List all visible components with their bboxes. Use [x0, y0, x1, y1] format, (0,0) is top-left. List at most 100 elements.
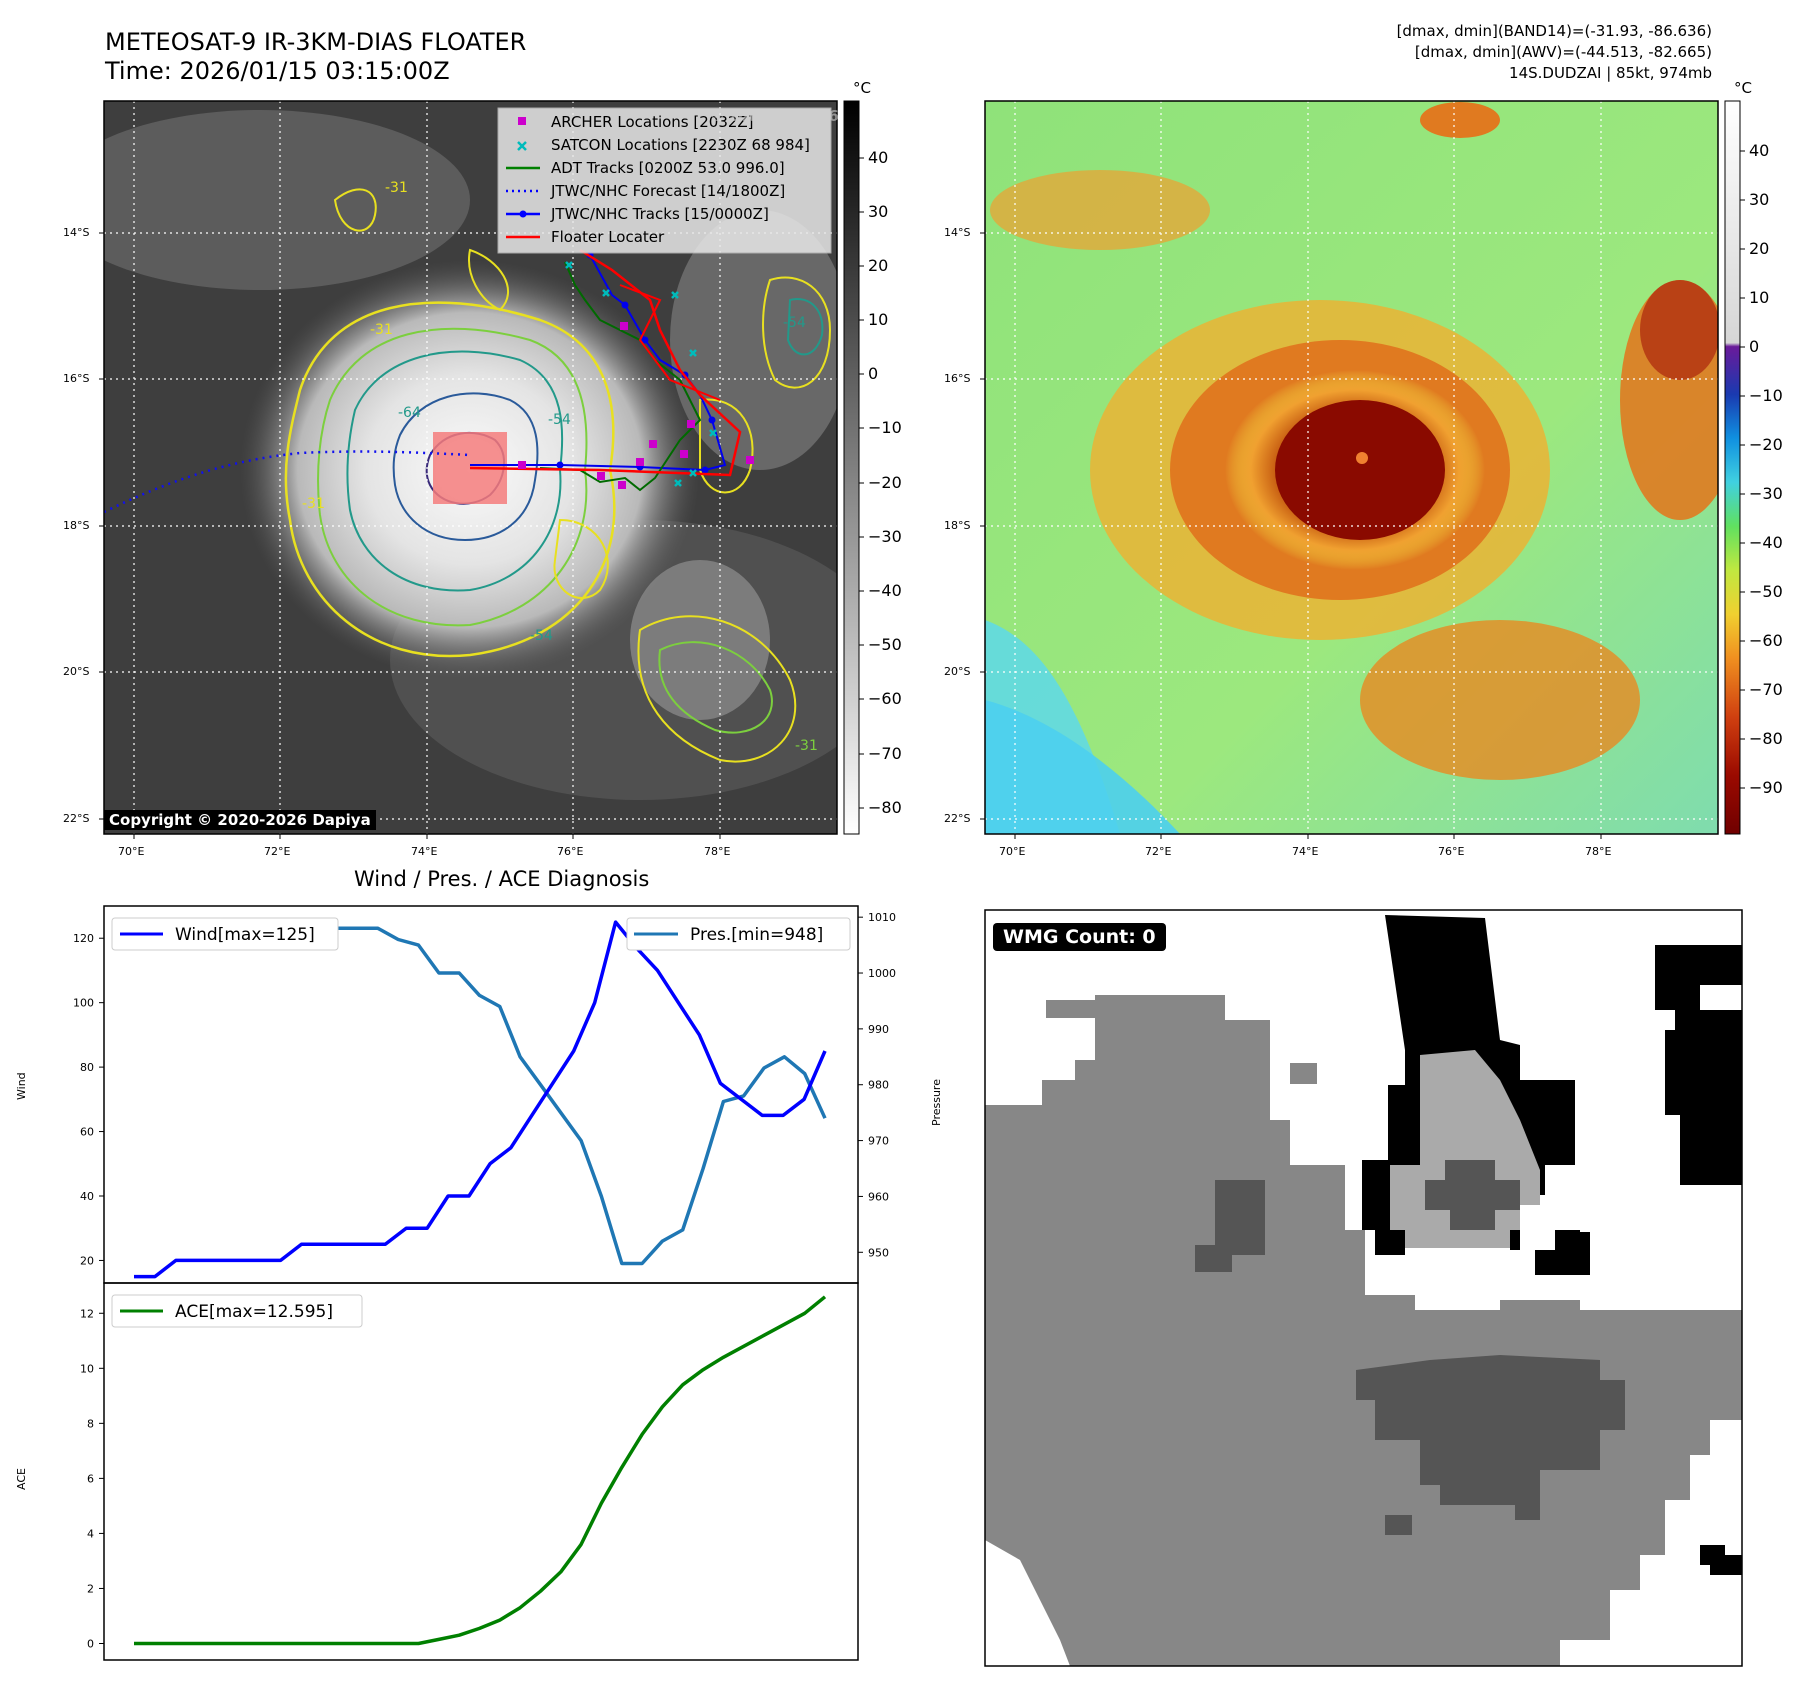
- wind-series-line: [134, 920, 827, 1279]
- awv-cbar-tick: −30: [1749, 484, 1783, 503]
- pressure-legend-box: [626, 917, 851, 951]
- awv-lat-label: 22°S: [944, 812, 971, 825]
- awv-lat-label: 18°S: [944, 519, 971, 532]
- ir-lat-label: 16°S: [63, 372, 90, 385]
- pressure-tick-label: 960: [868, 1190, 889, 1203]
- awv-cbar-tick: 20: [1749, 239, 1770, 258]
- contour-label: -31: [370, 322, 393, 338]
- watermark: © DAPIYA 2026: [710, 107, 839, 125]
- awv-lat-label: 14°S: [944, 226, 971, 239]
- awv-lat-label: 16°S: [944, 372, 971, 385]
- ir-cbar-tick: 30: [868, 202, 889, 221]
- awv-lon-label: 72°E: [1145, 845, 1172, 858]
- wind-tick-label: 40: [80, 1190, 94, 1203]
- ir-lat-label: 22°S: [63, 812, 90, 825]
- pressure-axis-label: Pressure: [930, 1079, 943, 1126]
- legend-floater: Floater Locater: [551, 228, 665, 246]
- contour-label: -54: [548, 412, 571, 428]
- pressure-tick-label: 1000: [868, 967, 896, 980]
- pressure-tick-label: 1010: [868, 911, 896, 924]
- ir-lon-label: 76°E: [557, 845, 584, 858]
- chart-title: METEOSAT-9 IR-3KM-DIAS FLOATER: [105, 28, 527, 56]
- ir-cbar-tick: 0: [868, 364, 879, 383]
- wind-tick-label: 60: [80, 1126, 94, 1139]
- contour-label: -54: [530, 628, 553, 644]
- ace-tick-label: 12: [80, 1307, 94, 1320]
- ir-lat-label: 18°S: [63, 519, 90, 532]
- ir-cbar-tick: −70: [868, 744, 902, 763]
- awv-lon-label: 70°E: [999, 845, 1026, 858]
- awv-cbar-tick: −70: [1749, 680, 1783, 699]
- ir-lon-label: 78°E: [704, 845, 731, 858]
- pressure-tick-label: 990: [868, 1023, 889, 1036]
- wind-axis-label: Wind: [15, 1072, 28, 1100]
- pressure-tick-label: 980: [868, 1079, 889, 1092]
- wind-tick-label: 120: [73, 932, 94, 945]
- wind-pressure-plot-frame: [103, 905, 859, 1284]
- contour-label: -31: [795, 738, 818, 754]
- ace-tick-label: 10: [80, 1362, 94, 1375]
- ace-axis-label: ACE: [15, 1468, 28, 1490]
- awv-cbar-tick: −10: [1749, 386, 1783, 405]
- contour-label: -31: [385, 180, 408, 196]
- ir-lon-label: 70°E: [118, 845, 145, 858]
- copyright-badge: Copyright © 2020-2026 Dapiya: [104, 810, 376, 830]
- ace-legend-label: ACE[max=12.595]: [175, 1302, 333, 1322]
- awv-cbar-tick: −20: [1749, 435, 1783, 454]
- wind-tick-label: 80: [80, 1061, 94, 1074]
- ace-tick-label: 2: [87, 1582, 94, 1595]
- pressure-legend-label: Pres.[min=948]: [690, 925, 823, 945]
- ir-lon-label: 74°E: [411, 845, 438, 858]
- contour-label: -54: [783, 315, 806, 331]
- ace-tick-label: 0: [87, 1637, 94, 1650]
- ir-cbar-tick: −30: [868, 527, 902, 546]
- ace-tick-label: 4: [87, 1527, 94, 1540]
- wind-legend-label: Wind[max=125]: [175, 925, 315, 945]
- awv-cbar-tick: 30: [1749, 190, 1770, 209]
- ir-cbar-tick: −80: [868, 798, 902, 817]
- legend-forecast: JTWC/NHC Forecast [14/1800Z]: [551, 182, 786, 200]
- contour-label: -31: [302, 496, 325, 512]
- chart-time: Time: 2026/01/15 03:15:00Z: [105, 57, 450, 85]
- awv-cbar-tick: −90: [1749, 778, 1783, 797]
- contour-label: -64: [398, 405, 421, 421]
- awv-colorbar-unit: °C: [1734, 79, 1752, 97]
- pressure-series-line: [134, 921, 827, 1266]
- awv-cbar-tick: 40: [1749, 141, 1770, 160]
- legend-archer: ARCHER Locations [2032Z]: [551, 113, 754, 131]
- awv-cbar-tick: −60: [1749, 631, 1783, 650]
- ir-colorbar-unit: °C: [853, 79, 871, 97]
- ace-legend-box: [111, 1294, 363, 1328]
- ir-cbar-tick: −20: [868, 473, 902, 492]
- ir-cbar-tick: −50: [868, 635, 902, 654]
- wind-legend-box: [111, 917, 339, 951]
- stats-band14: [dmax, dmin](BAND14)=(-31.93, -86.636): [1396, 22, 1712, 40]
- ir-cbar-tick: 10: [868, 310, 889, 329]
- wmg-count-badge: WMG Count: 0: [993, 923, 1166, 951]
- stats-awv: [dmax, dmin](AWV)=(-44.513, -82.665): [1414, 43, 1712, 61]
- awv-cbar-tick: 0: [1749, 337, 1760, 356]
- legend-satcon: SATCON Locations [2230Z 68 984]: [551, 136, 810, 154]
- ir-lat-label: 20°S: [63, 665, 90, 678]
- legend-adt: ADT Tracks [0200Z 53.0 996.0]: [551, 159, 785, 177]
- awv-lat-label: 20°S: [944, 665, 971, 678]
- awv-cbar-tick: −80: [1749, 729, 1783, 748]
- ir-lon-label: 72°E: [264, 845, 291, 858]
- ir-cbar-tick: −10: [868, 418, 902, 437]
- ir-cbar-tick: 40: [868, 148, 889, 167]
- diagnosis-title: Wind / Pres. / ACE Diagnosis: [354, 867, 650, 891]
- awv-cbar-tick: 10: [1749, 288, 1770, 307]
- ir-cbar-tick: −60: [868, 689, 902, 708]
- ace-tick-label: 6: [87, 1472, 94, 1485]
- awv-lon-label: 78°E: [1585, 845, 1612, 858]
- storm-info: 14S.DUDZAI | 85kt, 974mb: [1509, 64, 1712, 82]
- legend-tracks: JTWC/NHC Tracks [15/0000Z]: [551, 205, 769, 223]
- ir-cbar-tick: −40: [868, 581, 902, 600]
- ir-lat-label: 14°S: [63, 226, 90, 239]
- ace-tick-label: 8: [87, 1417, 94, 1430]
- awv-cbar-tick: −40: [1749, 533, 1783, 552]
- awv-cbar-tick: −50: [1749, 582, 1783, 601]
- awv-lon-label: 76°E: [1438, 845, 1465, 858]
- ace-plot-frame: [103, 1282, 859, 1661]
- wind-tick-label: 20: [80, 1254, 94, 1267]
